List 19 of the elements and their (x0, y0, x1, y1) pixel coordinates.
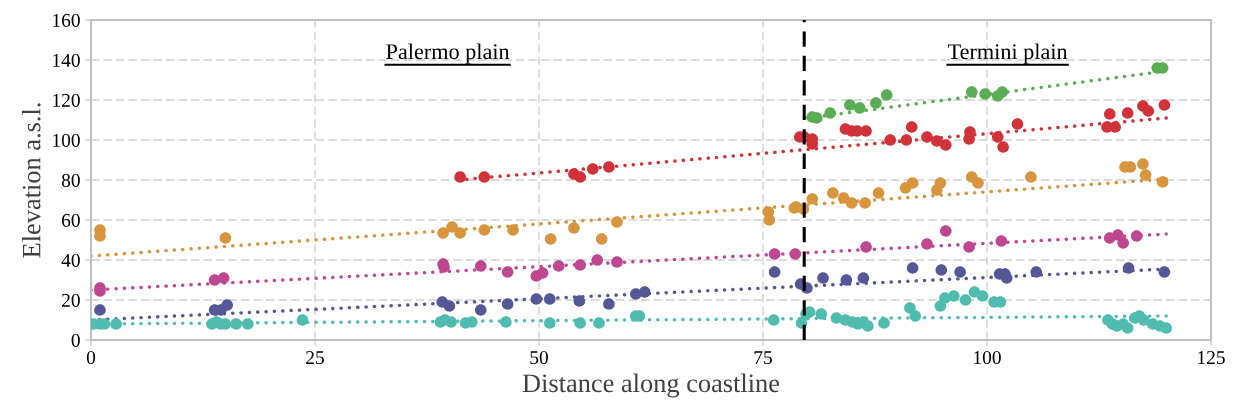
y-tick-label: 100 (53, 133, 80, 147)
y-tick-label: 0 (71, 333, 80, 347)
annotation: Termini plain (948, 43, 1068, 64)
x-tick-label: 75 (754, 351, 772, 365)
x-tick-label: 100 (974, 350, 1001, 365)
y-tick-label: 20 (61, 293, 80, 307)
x-tick-label: 50 (530, 350, 548, 365)
annotation: Palermo plain (386, 43, 510, 64)
y-tick-label: 140 (53, 53, 80, 67)
x-axis-title: Distance along coastline (522, 373, 780, 398)
y-tick-label: 80 (61, 173, 80, 187)
y-tick-label: 60 (61, 213, 80, 227)
x-tick-label: 0 (86, 350, 96, 365)
y-tick-label: 160 (53, 13, 80, 27)
x-tick-label: 25 (306, 351, 324, 365)
y-tick-label: 120 (53, 93, 80, 107)
y-axis-title: Elevation a.s.l. (21, 103, 41, 258)
y-tick-label: 40 (61, 253, 80, 267)
x-tick-label: 125 (1198, 351, 1225, 365)
